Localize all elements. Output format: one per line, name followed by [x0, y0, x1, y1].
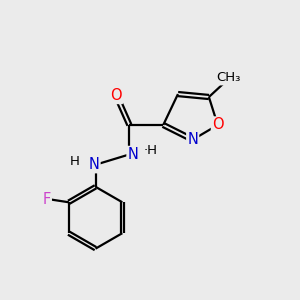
Text: N: N — [88, 157, 100, 172]
Text: ·H: ·H — [144, 144, 158, 158]
Text: O: O — [110, 88, 122, 103]
Text: CH₃: CH₃ — [216, 71, 240, 84]
Text: N: N — [128, 147, 138, 162]
Text: H: H — [70, 155, 79, 168]
Text: O: O — [212, 118, 224, 133]
Text: N: N — [187, 132, 198, 147]
Text: F: F — [43, 192, 51, 207]
